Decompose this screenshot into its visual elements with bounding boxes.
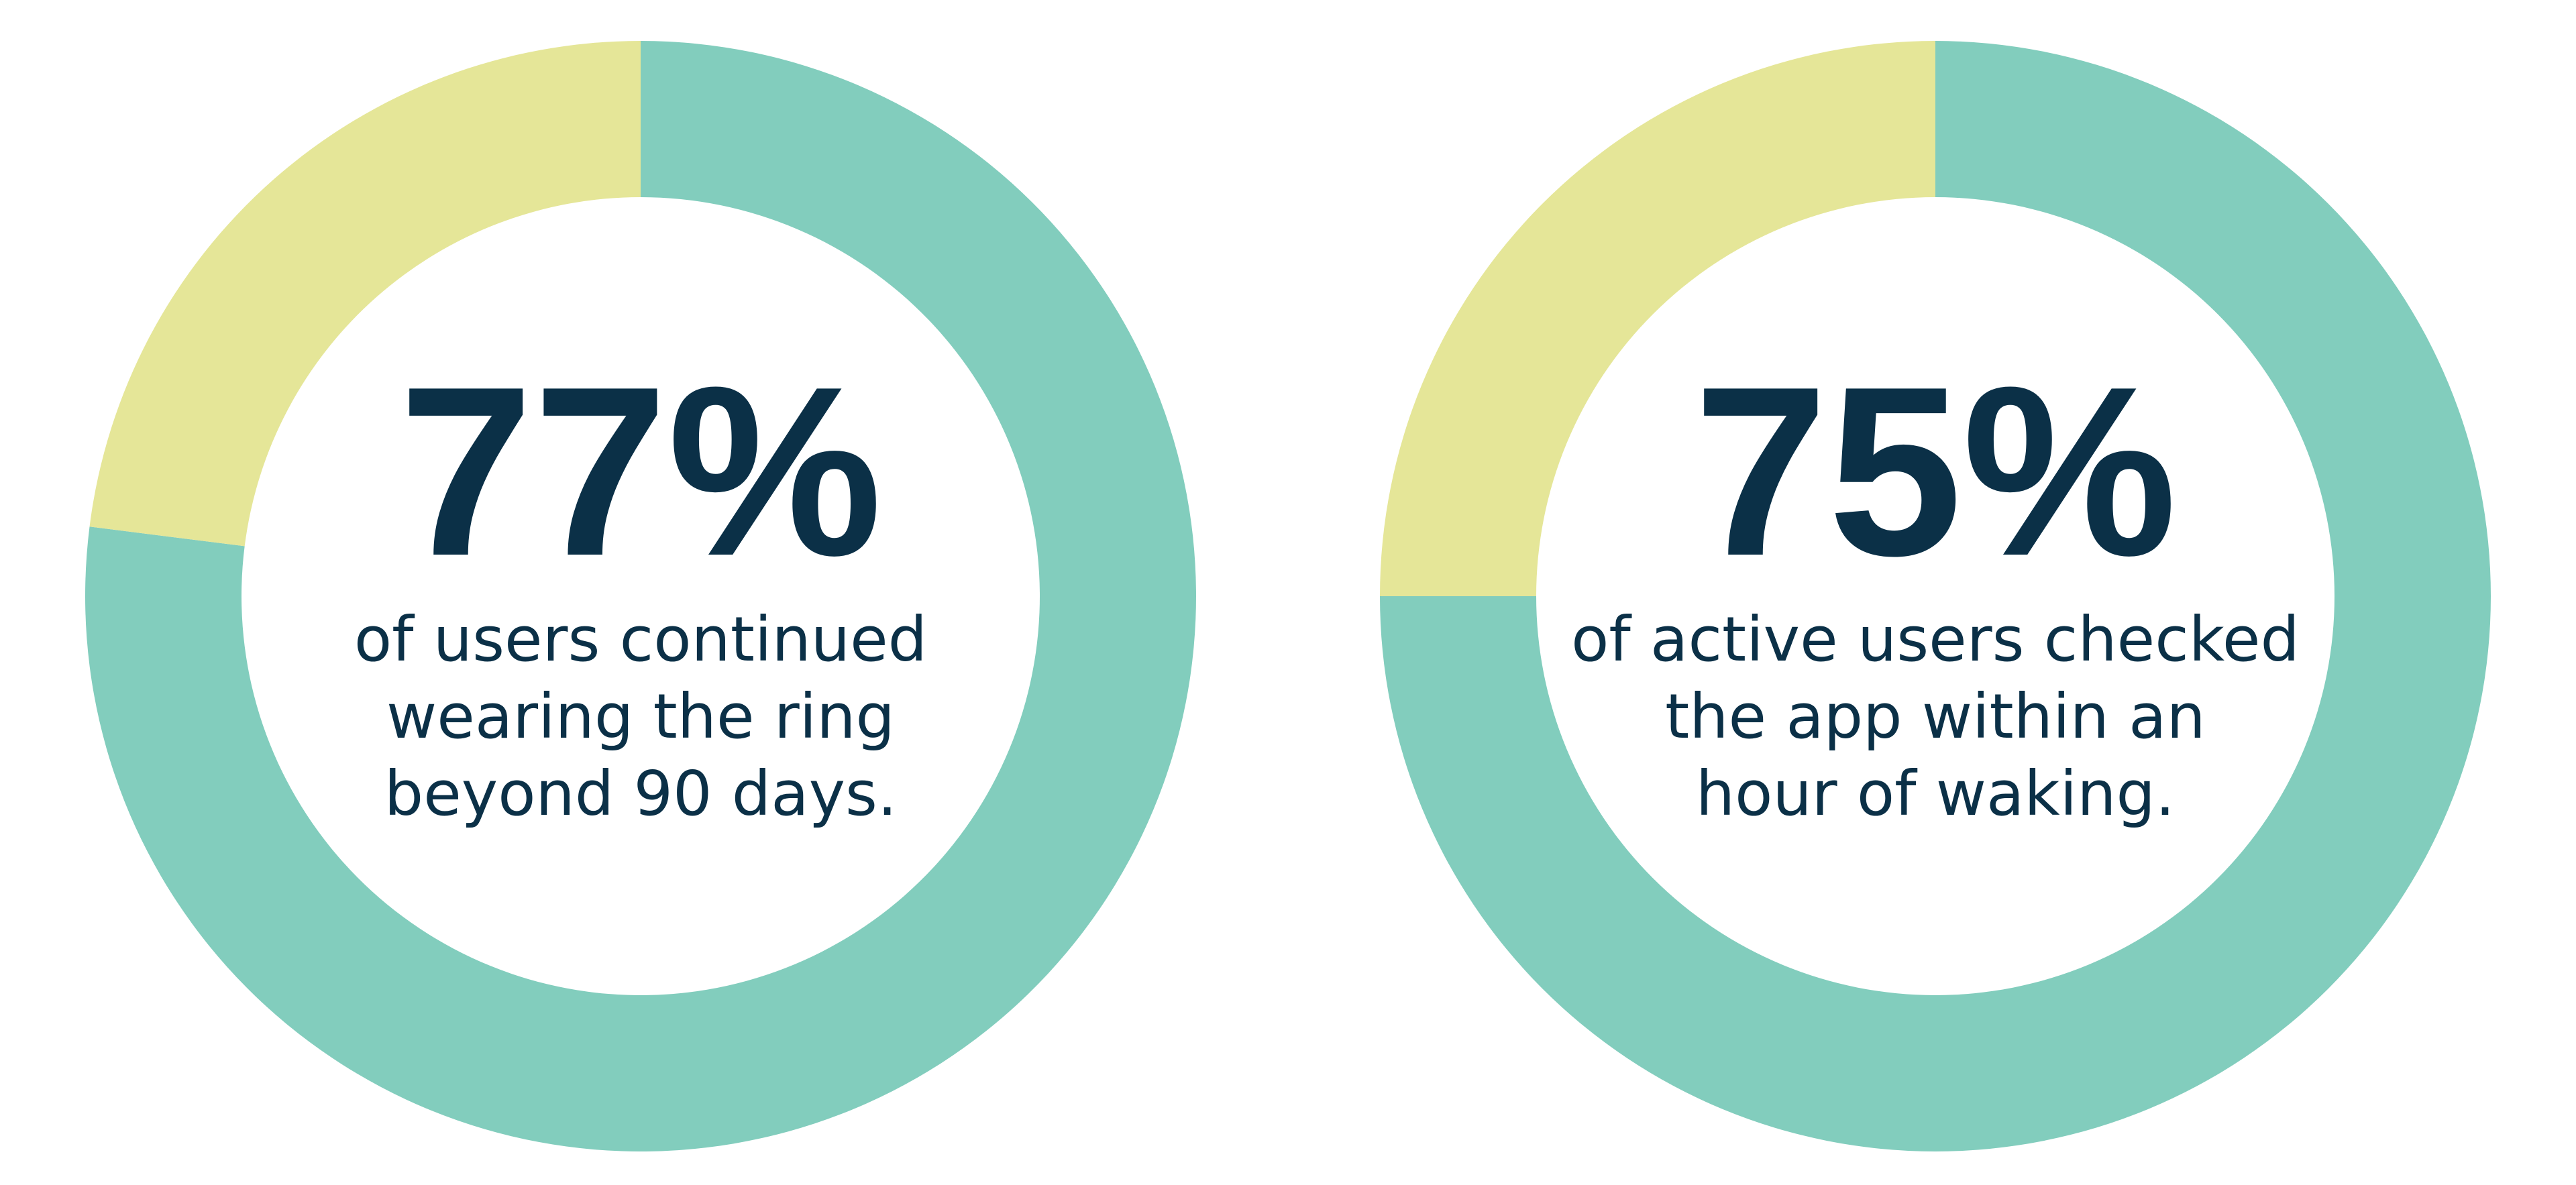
donut-segment — [89, 41, 641, 547]
annotation-line: beyond 90 days. — [384, 758, 897, 830]
annotation-line: hour of waking. — [1696, 758, 2175, 830]
annotation-line: the app within an — [1665, 681, 2206, 752]
annotation-line: of active users checked — [1571, 604, 2300, 675]
annotation-line: of users continued — [354, 604, 927, 675]
donut-segment — [1380, 41, 1935, 596]
annotation-line: wearing the ring — [386, 681, 895, 752]
percentage-label: 75% — [1694, 337, 2178, 606]
percentage-label: 77% — [399, 337, 883, 606]
